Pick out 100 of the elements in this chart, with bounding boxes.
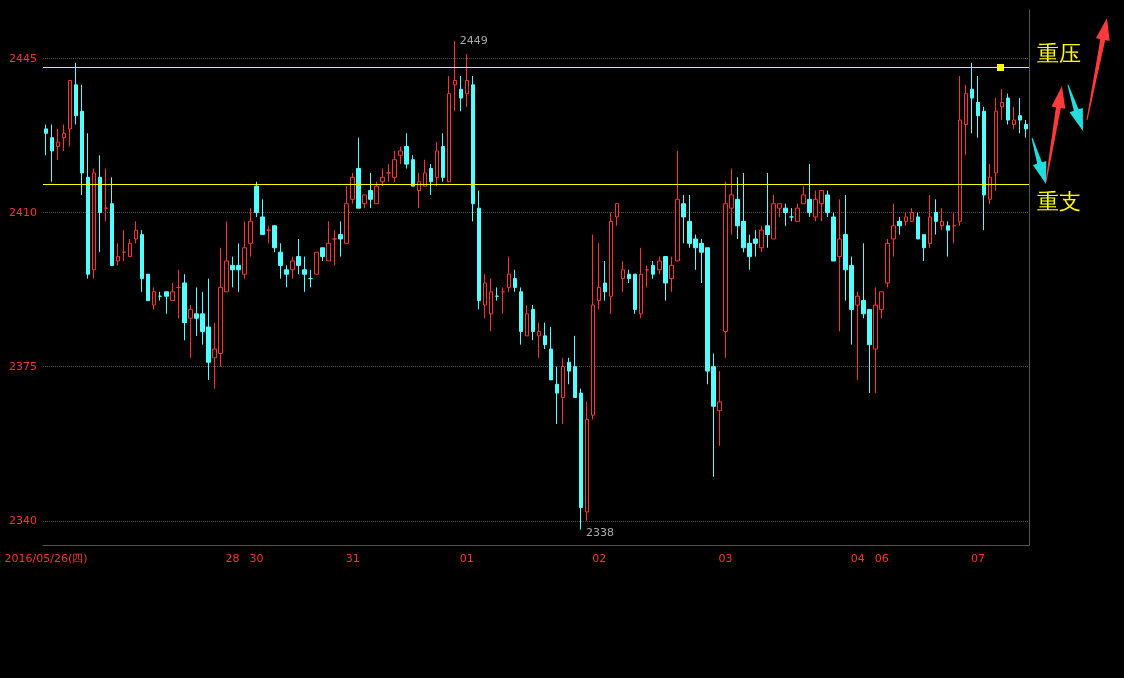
candlestick bbox=[404, 132, 409, 170]
candlestick bbox=[477, 190, 481, 310]
candlestick bbox=[86, 132, 90, 280]
candlestick bbox=[585, 401, 589, 522]
candlestick bbox=[453, 40, 457, 112]
candlestick bbox=[98, 154, 102, 253]
candlestick bbox=[657, 256, 662, 275]
candlestick bbox=[1018, 97, 1022, 134]
x-tick-label: 06 bbox=[874, 552, 889, 565]
candlestick bbox=[176, 269, 181, 319]
candlestick bbox=[946, 220, 950, 258]
candlestick bbox=[537, 322, 541, 359]
candlestick bbox=[627, 269, 631, 284]
candlestick bbox=[417, 172, 421, 209]
candlestick bbox=[332, 229, 337, 266]
candlestick bbox=[934, 198, 938, 236]
candlestick bbox=[928, 194, 932, 249]
candlestick bbox=[344, 185, 349, 244]
x-tick-label: 01 bbox=[459, 552, 474, 565]
y-tick-label: 2410 bbox=[9, 206, 37, 220]
candlestick bbox=[795, 203, 800, 222]
candlestick bbox=[423, 159, 427, 187]
candlestick bbox=[471, 75, 475, 222]
candlestick bbox=[669, 256, 674, 293]
y-tick-label: 2375 bbox=[9, 360, 37, 374]
candlestick bbox=[573, 335, 577, 398]
candlestick bbox=[651, 260, 655, 280]
candlestick bbox=[789, 207, 794, 222]
candlestick bbox=[952, 212, 956, 244]
y-tick-label: 2445 bbox=[9, 51, 37, 65]
candlestick bbox=[411, 154, 415, 187]
candlestick bbox=[68, 79, 72, 147]
candlestick bbox=[525, 304, 529, 337]
x-tick-label: 30 bbox=[249, 552, 264, 565]
candlestick bbox=[320, 247, 325, 262]
x-tick-label: 04 bbox=[850, 552, 865, 565]
candlestick bbox=[1000, 88, 1004, 121]
candlestick bbox=[663, 256, 668, 302]
candlestick bbox=[579, 388, 583, 531]
candlestick bbox=[164, 291, 169, 315]
candlestick bbox=[296, 238, 301, 275]
candlestick bbox=[62, 123, 66, 152]
candlestick bbox=[897, 216, 902, 236]
candlestick bbox=[609, 212, 613, 315]
candlestick bbox=[501, 286, 505, 315]
candlestick bbox=[855, 291, 860, 381]
candlestick bbox=[555, 366, 559, 425]
candlestick bbox=[759, 225, 764, 253]
x-tick-label: 03 bbox=[718, 552, 733, 565]
candlestick bbox=[675, 150, 680, 262]
candlestick bbox=[284, 264, 289, 288]
candlestick bbox=[104, 168, 108, 222]
candlestick bbox=[561, 357, 565, 425]
candlestick bbox=[916, 212, 920, 240]
candlestick bbox=[134, 220, 138, 244]
candlestick bbox=[356, 137, 361, 209]
candlestick bbox=[44, 123, 48, 156]
candlestick bbox=[242, 220, 247, 280]
candlestick bbox=[314, 251, 319, 275]
candlestick bbox=[885, 238, 890, 288]
candlestick bbox=[531, 304, 535, 341]
candlestick bbox=[982, 106, 986, 231]
candlestick bbox=[507, 256, 511, 293]
candlestick bbox=[56, 128, 60, 161]
candlestick bbox=[489, 278, 493, 332]
candlestick bbox=[350, 172, 355, 205]
candlestick bbox=[290, 256, 295, 280]
candlestick bbox=[495, 286, 499, 302]
candlestick bbox=[964, 84, 968, 156]
candlestick bbox=[1024, 119, 1028, 139]
candlestick bbox=[368, 172, 373, 209]
candlestick bbox=[543, 322, 547, 350]
candlestick bbox=[441, 132, 445, 183]
candlestick bbox=[74, 62, 78, 125]
candlestick bbox=[681, 194, 686, 244]
candlestick bbox=[92, 168, 96, 280]
candlestick bbox=[639, 247, 643, 319]
candlestick bbox=[278, 242, 283, 280]
candlestick bbox=[717, 370, 722, 447]
candlestick bbox=[308, 269, 313, 288]
candlestick bbox=[1012, 106, 1016, 130]
candlestick bbox=[483, 273, 487, 319]
candlestick bbox=[519, 286, 523, 346]
candlestick bbox=[362, 194, 367, 209]
candlestick bbox=[958, 75, 962, 227]
candlestick bbox=[116, 242, 120, 266]
candlestick bbox=[891, 203, 896, 258]
x-tick-label: 28 bbox=[225, 552, 240, 565]
candlestick bbox=[994, 97, 998, 192]
candlestick bbox=[380, 168, 385, 187]
candlestick bbox=[940, 207, 944, 231]
candlestick bbox=[465, 53, 469, 108]
annotation: 2338 bbox=[586, 526, 615, 540]
candlestick bbox=[302, 256, 307, 293]
ref-line-label: 重压 bbox=[1037, 40, 1081, 66]
candlestick bbox=[765, 172, 770, 249]
candlestick bbox=[338, 220, 343, 258]
candlestick bbox=[783, 203, 788, 227]
candlestick bbox=[825, 190, 830, 218]
candlestick bbox=[976, 75, 980, 139]
